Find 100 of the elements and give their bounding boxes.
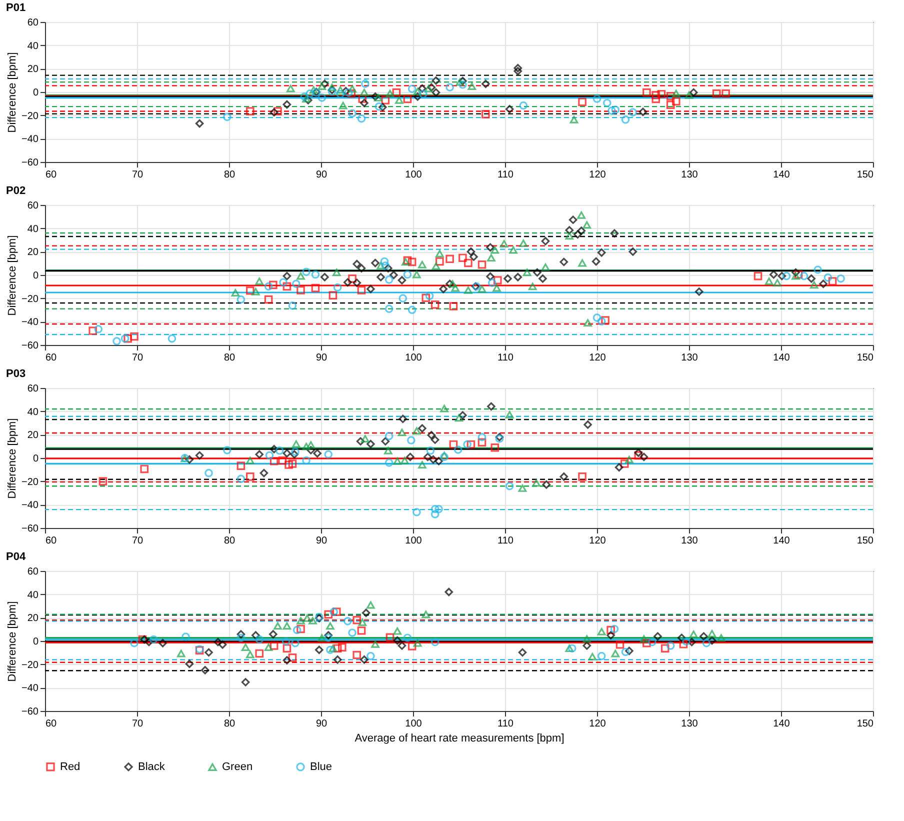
point (464, 286, 472, 294)
point (487, 402, 496, 411)
point (764, 278, 774, 286)
point (408, 84, 416, 93)
point (371, 92, 380, 101)
point (819, 280, 828, 288)
point (311, 270, 320, 279)
point (324, 450, 333, 459)
point (344, 88, 353, 97)
point (634, 451, 643, 460)
x-tick-label: 100 (405, 170, 422, 180)
point (306, 446, 316, 454)
point (708, 636, 716, 645)
point (518, 484, 527, 492)
point (270, 642, 278, 650)
point (436, 250, 444, 258)
point (255, 278, 264, 286)
point (509, 246, 518, 254)
point (454, 414, 464, 422)
point (338, 643, 346, 652)
point (434, 504, 443, 514)
point (568, 216, 578, 224)
point (270, 456, 278, 466)
point (286, 84, 295, 92)
point (309, 86, 318, 94)
point (666, 100, 675, 109)
point (486, 243, 494, 252)
point (463, 440, 472, 449)
point (342, 86, 350, 96)
point (722, 89, 730, 98)
point (451, 284, 460, 292)
point (446, 280, 454, 288)
point (570, 116, 578, 124)
point (708, 630, 716, 638)
point (538, 274, 547, 283)
point (592, 314, 602, 322)
point (347, 89, 356, 98)
point (398, 414, 408, 424)
point (436, 257, 444, 266)
point (628, 108, 638, 116)
point (403, 270, 412, 279)
point (597, 248, 606, 257)
point (424, 452, 432, 462)
x-tick-label: 150 (856, 170, 874, 180)
y-tick-label: −40 (22, 317, 39, 328)
point (264, 295, 273, 304)
point (246, 107, 254, 116)
point (486, 272, 494, 281)
point (275, 446, 284, 455)
point (601, 316, 610, 324)
point (608, 106, 616, 115)
point (112, 337, 121, 345)
point (348, 85, 356, 93)
point (328, 84, 336, 92)
point (458, 76, 467, 86)
y-tick-label: 60 (27, 200, 39, 212)
point (398, 428, 406, 436)
point (284, 460, 293, 469)
y-tick-label: 60 (27, 18, 39, 28)
point (406, 452, 414, 462)
point (366, 284, 375, 294)
point (393, 457, 402, 465)
point (430, 300, 440, 309)
point (490, 246, 500, 254)
point (426, 446, 435, 455)
point (588, 652, 597, 660)
point (302, 268, 310, 276)
point (204, 648, 213, 657)
x-tick-label: 100 (405, 718, 422, 730)
point (290, 450, 298, 459)
point (478, 438, 486, 447)
point (302, 442, 310, 450)
point (700, 632, 708, 640)
point (218, 640, 227, 649)
point (606, 631, 615, 640)
point (652, 94, 660, 104)
point (422, 610, 430, 618)
point (578, 98, 586, 106)
point (466, 440, 476, 449)
point (318, 82, 326, 90)
point (384, 446, 392, 454)
point (541, 237, 550, 246)
point (519, 240, 528, 247)
point (672, 97, 680, 106)
x-tick-label: 110 (498, 536, 514, 546)
point (140, 464, 149, 474)
point (446, 254, 454, 264)
point (418, 260, 426, 268)
point (144, 638, 154, 646)
x-tick-label: 70 (132, 170, 144, 180)
point (694, 288, 704, 296)
point (519, 101, 528, 110)
x-tick-label: 140 (773, 536, 790, 546)
point (666, 92, 675, 100)
point (120, 334, 130, 343)
point (782, 272, 791, 280)
point (182, 632, 190, 641)
x-tick-label: 130 (681, 718, 698, 730)
y-tick-label: −60 (22, 158, 39, 168)
point (328, 644, 338, 652)
